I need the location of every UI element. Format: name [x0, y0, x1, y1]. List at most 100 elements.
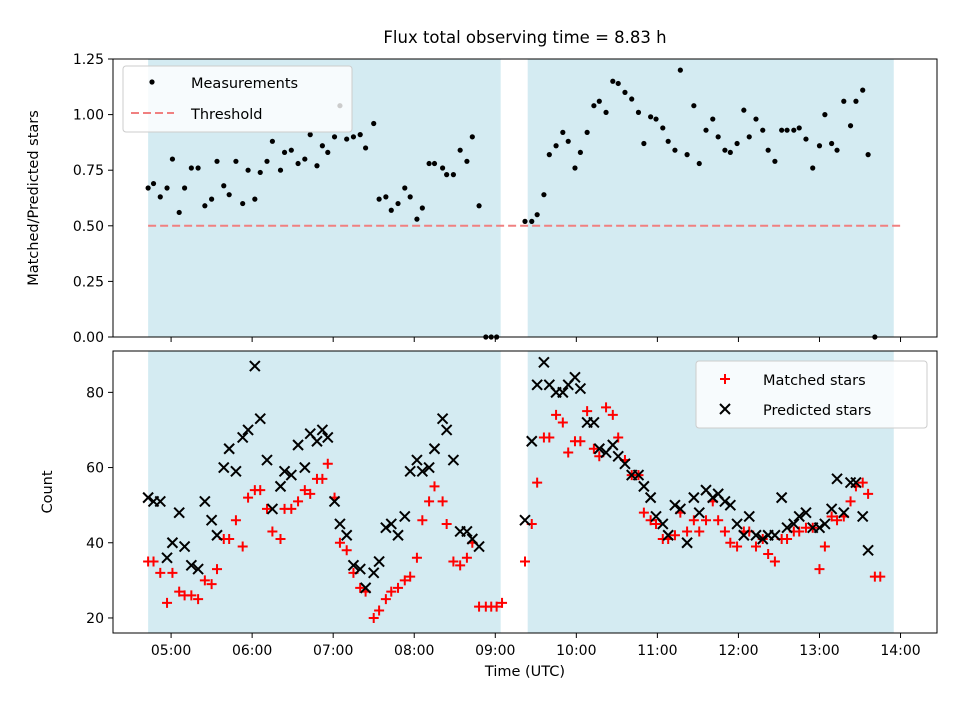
x-tick-label: 05:00: [151, 643, 191, 659]
predicted-stars-point: [161, 552, 173, 564]
predicted-stars-point: [569, 371, 581, 384]
matched-stars-point: [575, 436, 586, 447]
matched-stars-point: [863, 488, 874, 499]
matched-stars-point: [588, 443, 599, 454]
measurement-point: [414, 216, 420, 222]
x-tick-label: 11:00: [637, 643, 677, 659]
y-tick-label: 0.50: [73, 219, 104, 235]
predicted-stars-point: [674, 503, 687, 515]
measurement-point: [653, 116, 659, 122]
x-tick-label: 14:00: [880, 643, 920, 659]
predicted-stars-point: [242, 424, 254, 436]
matched-stars-point: [875, 571, 886, 582]
matched-stars-point: [374, 605, 385, 616]
predicted-stars-point: [856, 510, 869, 523]
predicted-stars-point: [681, 537, 693, 549]
legend-predicted-marker: [719, 403, 731, 415]
predicted-stars-point: [211, 529, 223, 541]
measurement-point: [660, 125, 666, 131]
measurement-point: [803, 136, 809, 142]
matched-stars-point: [230, 515, 241, 526]
matched-stars-point: [694, 526, 705, 537]
predicted-stars-point: [218, 461, 230, 474]
predicted-stars-point: [392, 529, 404, 541]
measurement-point: [295, 160, 301, 167]
measurement-point: [457, 147, 463, 153]
matched-stars-point: [355, 582, 366, 593]
legend-predicted-label: Predicted stars: [763, 403, 871, 419]
axes-frame: [112, 350, 938, 634]
measurement-point: [727, 149, 733, 156]
matched-stars-point: [607, 409, 618, 420]
legend-matched-label: Matched stars: [763, 373, 866, 389]
measurement-point: [431, 160, 438, 167]
matched-stars-point: [437, 496, 448, 507]
observing-window: [527, 59, 894, 337]
predicted-stars-point: [819, 518, 831, 530]
measurement-point: [176, 209, 182, 216]
measurement-point: [715, 134, 721, 140]
measurement-point: [426, 160, 432, 167]
measurement-point: [810, 165, 816, 171]
predicted-stars-point: [292, 439, 304, 451]
matched-stars-point: [206, 579, 217, 590]
x-tick-label: 07:00: [313, 643, 353, 659]
predicted-stars-point: [411, 454, 423, 466]
measurement-point: [407, 194, 413, 200]
predicted-stars-point: [347, 559, 360, 572]
predicted-stars-point: [173, 506, 185, 519]
measurement-point: [822, 112, 828, 118]
matched-stars-point: [411, 552, 422, 563]
matched-stars-point: [322, 458, 333, 469]
measurement-point: [288, 147, 294, 153]
matched-stars-point: [782, 534, 793, 544]
matched-stars-point: [255, 485, 266, 496]
predicted-stars-point: [199, 495, 211, 508]
measurement-point: [577, 149, 583, 156]
measurement-point: [622, 89, 628, 95]
matched-stars-point: [645, 515, 656, 526]
measurement-point: [560, 129, 566, 135]
measurement-point: [829, 140, 835, 147]
predicted-stars-point: [750, 529, 762, 541]
axes-frame: [112, 58, 938, 338]
measurement-point: [853, 98, 859, 104]
measurement-point: [331, 134, 338, 140]
matched-stars-point: [725, 537, 736, 548]
measurement-point: [565, 138, 571, 144]
measurement-point: [553, 143, 559, 149]
predicted-stars-point: [825, 503, 838, 515]
measurement-point: [150, 180, 157, 187]
matched-stars-point: [551, 409, 562, 420]
predicted-stars-point: [285, 469, 298, 481]
predicted-stars-point: [440, 424, 453, 436]
matched-stars-point: [148, 556, 159, 567]
bottom-panel: 20 40 60 80 05:00 06:00 07:00 08:00 09:00 10:00 11…: [40, 350, 938, 680]
predicted-stars-point: [657, 518, 669, 530]
predicted-stars-point: [205, 514, 218, 526]
matched-stars-point: [713, 515, 724, 526]
matched-stars-point: [193, 594, 204, 605]
matched-stars-point: [155, 567, 166, 578]
measurement-point: [665, 138, 671, 144]
matched-stars-point: [162, 597, 173, 608]
measurement-point: [252, 196, 258, 202]
predicted-stars-point: [299, 461, 311, 474]
predicted-stars-point: [334, 518, 346, 530]
matched-stars-point: [491, 601, 502, 612]
matched-stars-point: [393, 582, 404, 593]
predicted-stars-point: [359, 582, 372, 594]
y-tick-label: 0.75: [73, 163, 104, 179]
measurement-point: [648, 114, 654, 120]
measurement-point: [546, 152, 552, 158]
predicted-stars-point: [178, 540, 191, 553]
measurement-point: [779, 127, 785, 133]
matched-stars-point: [174, 586, 185, 597]
measurement-point: [419, 205, 425, 211]
predicted-stars-point: [340, 529, 353, 541]
x-tick-label: 13:00: [799, 643, 839, 659]
matched-stars-point: [750, 541, 761, 552]
y-tick-label: 1.25: [73, 52, 104, 68]
predicted-stars-point: [557, 386, 569, 399]
measurement-point: [376, 196, 382, 202]
